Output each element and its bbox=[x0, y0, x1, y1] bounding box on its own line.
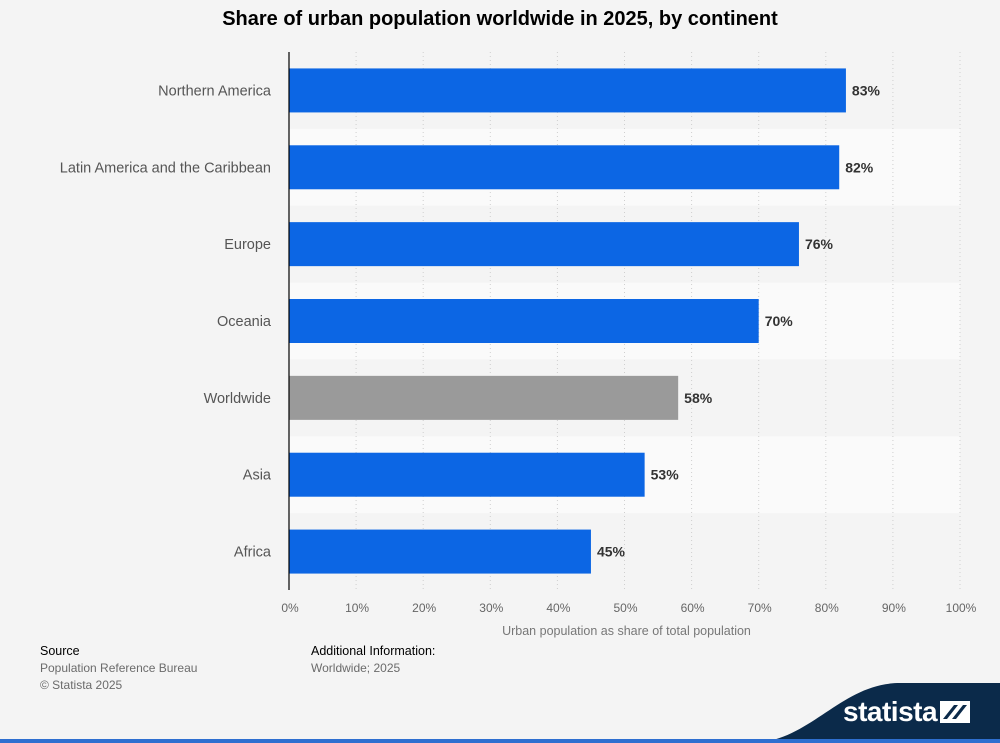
chart-title: Share of urban population worldwide in 2… bbox=[222, 8, 778, 30]
category-label: Northern America bbox=[158, 83, 272, 99]
category-label: Africa bbox=[234, 545, 272, 561]
source-block: Source Population Reference Bureau © Sta… bbox=[40, 643, 197, 694]
bar[interactable] bbox=[289, 299, 759, 343]
value-label: 45% bbox=[597, 544, 626, 560]
additional-info-heading: Additional Information: bbox=[311, 644, 436, 658]
additional-info-text: Worldwide; 2025 bbox=[311, 661, 401, 675]
x-tick-label: 10% bbox=[345, 601, 369, 615]
category-label: Europe bbox=[224, 237, 271, 253]
value-label: 76% bbox=[805, 236, 834, 252]
x-tick-label: 20% bbox=[412, 601, 436, 615]
statista-logo-text[interactable]: statista bbox=[843, 696, 938, 727]
source-line-2: © Statista 2025 bbox=[40, 678, 123, 692]
x-tick-label: 90% bbox=[882, 601, 906, 615]
x-tick-label: 30% bbox=[479, 601, 503, 615]
bottom-accent-bar bbox=[0, 739, 1000, 743]
value-label: 82% bbox=[845, 159, 874, 175]
bar[interactable] bbox=[289, 452, 645, 497]
x-tick-label: 70% bbox=[748, 601, 772, 615]
statista-logo-icon bbox=[940, 701, 970, 723]
bar[interactable] bbox=[289, 375, 679, 420]
source-line-1[interactable]: Population Reference Bureau bbox=[40, 661, 198, 675]
value-label: 70% bbox=[765, 313, 794, 329]
value-label: 58% bbox=[684, 390, 713, 406]
value-label: 53% bbox=[651, 467, 680, 483]
x-tick-label: 40% bbox=[546, 601, 570, 615]
x-tick-label: 50% bbox=[613, 601, 637, 615]
bar-chart: 0% 10% 20% 30% 40% 50% 60% 70% 80% 90% 100% Norther… bbox=[60, 52, 977, 638]
category-label: Oceania bbox=[217, 314, 272, 330]
x-axis-title: Urban population as share of total popul… bbox=[502, 624, 751, 638]
x-tick-label: 60% bbox=[681, 601, 705, 615]
category-label: Worldwide bbox=[204, 391, 271, 407]
bar[interactable] bbox=[289, 222, 799, 267]
value-label: 83% bbox=[852, 82, 881, 98]
bar[interactable] bbox=[289, 145, 840, 190]
brand-wave-shape bbox=[750, 683, 1000, 743]
bar[interactable] bbox=[289, 529, 591, 574]
x-tick-label: 100% bbox=[946, 601, 977, 615]
category-label: Asia bbox=[243, 468, 272, 484]
source-heading: Source bbox=[40, 644, 80, 658]
bar[interactable] bbox=[289, 68, 846, 113]
x-tick-label: 0% bbox=[281, 601, 299, 615]
category-label: Latin America and the Caribbean bbox=[60, 160, 271, 176]
x-tick-label: 80% bbox=[815, 601, 839, 615]
additional-info-block: Additional Information: Worldwide; 2025 bbox=[311, 643, 435, 677]
